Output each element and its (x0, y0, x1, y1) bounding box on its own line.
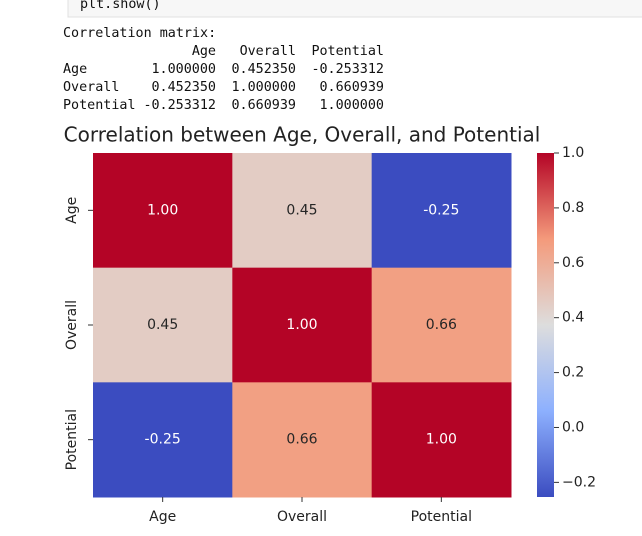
console-header: Potential (311, 44, 384, 59)
y-tick-label: Overall (64, 300, 80, 350)
cell-label: 1.00 (147, 202, 178, 218)
heatmap-cell (232, 267, 373, 383)
colorbar-tick-label: 0.0 (562, 419, 584, 435)
console-cell: 1.000000 (232, 80, 297, 95)
cell-label: 1.00 (426, 432, 457, 448)
console-header: Overall (240, 44, 296, 59)
console-cell: 0.660939 (232, 98, 297, 113)
heatmap-cell (371, 267, 512, 383)
console-cell: 1.000000 (320, 98, 385, 113)
console-cell: -0.253312 (311, 62, 384, 77)
y-tick-label: Potential (64, 409, 80, 470)
code-text: plt.show() (80, 0, 161, 12)
console-row-label: Potential (63, 98, 136, 113)
cell-label: 0.45 (147, 317, 178, 333)
x-tick-label: Age (149, 509, 176, 525)
colorbar-tick-label: 0.4 (562, 310, 584, 326)
chart-title: Correlation between Age, Overall, and Po… (64, 123, 541, 147)
cell-label: -0.25 (145, 432, 181, 448)
colorbar-tick-label: 0.8 (562, 200, 584, 216)
heatmap-cell (93, 267, 233, 383)
x-tick-label: Overall (277, 509, 327, 525)
code-cell (67, 0, 642, 18)
console-cell: 0.452350 (232, 62, 297, 77)
colorbar-tick-label: 0.2 (562, 365, 584, 381)
heatmap-cell (371, 153, 512, 269)
console-cell: 0.452350 (152, 80, 217, 95)
cell-label: 0.45 (286, 202, 317, 218)
console-cell: 1.000000 (152, 62, 217, 77)
cell-label: 0.66 (426, 317, 457, 333)
heatmap-cell (93, 382, 233, 498)
colorbar-tick-label: −0.2 (562, 474, 596, 490)
colorbar (537, 153, 554, 497)
heatmap-cell (232, 153, 373, 269)
console-cell: -0.253312 (143, 98, 216, 113)
console-row-label: Overall (63, 80, 119, 95)
cell-label: -0.25 (423, 202, 459, 218)
heatmap-cell (232, 382, 373, 498)
y-tick-label: Age (64, 197, 80, 224)
cell-label: 1.00 (286, 317, 317, 333)
x-tick-label: Potential (411, 509, 472, 525)
console-title: Correlation matrix: (63, 26, 216, 41)
console-header: Age (192, 44, 216, 59)
colorbar-tick-label: 1.0 (562, 145, 584, 161)
cell-label: 0.66 (286, 432, 317, 448)
console-cell: 0.660939 (320, 80, 385, 95)
heatmap-cell (371, 382, 512, 498)
console-row-label: Age (63, 62, 87, 77)
heatmap-cell (93, 153, 233, 269)
colorbar-tick-label: 0.6 (562, 255, 584, 271)
